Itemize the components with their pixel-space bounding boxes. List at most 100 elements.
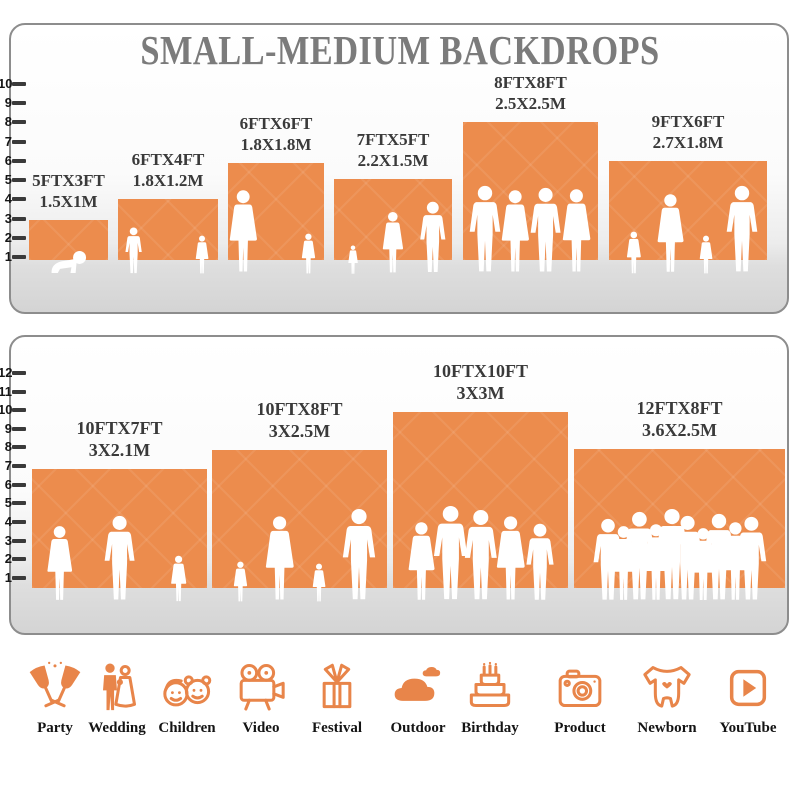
product-icon bbox=[558, 669, 602, 708]
backdrop-size-label: 10FTX7FT 3X2.1M bbox=[32, 417, 207, 461]
person-silhouette bbox=[348, 245, 358, 274]
size-ft-label: 10FTX8FT bbox=[256, 399, 343, 419]
party-icon bbox=[29, 661, 81, 708]
person-silhouette bbox=[736, 516, 767, 600]
size-m-label: 3X2.1M bbox=[88, 440, 151, 460]
backdrop-size-label: 6FTX6FT 1.8X1.8M bbox=[216, 113, 336, 155]
ruler-tick bbox=[12, 464, 26, 469]
person-silhouette bbox=[195, 235, 209, 274]
backdrop-rect-5ftx3ft bbox=[29, 220, 108, 260]
ruler-tick bbox=[12, 576, 26, 580]
category-label: Product bbox=[554, 720, 606, 736]
ruler-number: 9 bbox=[4, 95, 12, 110]
category-children: Children bbox=[141, 660, 233, 737]
person-silhouette bbox=[643, 524, 669, 600]
ruler-number: 12 bbox=[0, 364, 13, 380]
person-silhouette bbox=[233, 561, 247, 602]
size-m-label: 2.5X2.5M bbox=[495, 94, 566, 113]
size-ft-label: 7FTX5FT bbox=[356, 130, 430, 149]
ruler-number: 4 bbox=[4, 191, 12, 207]
backdrop-size-label: 7FTX5FT 2.2X1.5M bbox=[333, 129, 453, 171]
size-m-label: 1.8X1.8M bbox=[240, 135, 312, 154]
ruler-number: 10 bbox=[0, 75, 13, 91]
person-silhouette bbox=[464, 509, 497, 600]
person-silhouette bbox=[313, 563, 326, 602]
person-silhouette bbox=[229, 190, 258, 272]
ruler-tick bbox=[12, 216, 26, 221]
ruler-tick bbox=[12, 408, 26, 413]
category-video: Video bbox=[215, 660, 307, 737]
ruler-tick bbox=[12, 370, 26, 375]
category-label: Children bbox=[158, 720, 216, 736]
category-party: Party bbox=[9, 660, 101, 737]
ruler-number: 8 bbox=[4, 439, 12, 455]
ruler-number: 3 bbox=[4, 532, 12, 548]
ruler-number: 5 bbox=[4, 495, 12, 511]
children-icon bbox=[163, 675, 212, 707]
backdrop-size-label: 6FTX4FT 1.8X1.2M bbox=[108, 149, 228, 191]
ruler-tick bbox=[12, 501, 26, 506]
ruler-number: 8 bbox=[4, 114, 12, 130]
outdoor-icon bbox=[394, 667, 441, 701]
ruler-number: 11 bbox=[0, 383, 12, 399]
category-label: YouTube bbox=[719, 720, 777, 736]
ruler-tick bbox=[12, 158, 26, 163]
ruler-number: 5 bbox=[4, 172, 12, 187]
wedding-icon bbox=[103, 663, 137, 711]
backdrop-size-label: 12FTX8FT 3.6X2.5M bbox=[574, 397, 785, 441]
person-silhouette bbox=[611, 526, 637, 600]
size-m-label: 3.6X2.5M bbox=[642, 420, 717, 440]
size-m-label: 2.7X1.8M bbox=[652, 133, 724, 152]
ruler-tick bbox=[12, 538, 26, 543]
size-ft-label: 8FTX8FT bbox=[494, 73, 567, 92]
ruler-tick bbox=[12, 482, 26, 487]
person-silhouette bbox=[657, 194, 684, 272]
size-m-label: 3X3M bbox=[456, 383, 505, 403]
youtube-icon bbox=[729, 669, 767, 707]
ruler-number: 9 bbox=[4, 420, 12, 436]
person-silhouette bbox=[47, 526, 73, 600]
size-ft-label: 6FTX6FT bbox=[239, 114, 313, 133]
backdrop-size-label: 10FTX8FT 3X2.5M bbox=[212, 398, 387, 442]
size-m-label: 1.8X1.2M bbox=[132, 171, 204, 190]
backdrop-size-label: 9FTX6FT 2.7X1.8M bbox=[609, 111, 767, 153]
category-wedding: Wedding bbox=[71, 660, 163, 737]
newborn-icon bbox=[643, 666, 691, 708]
category-label: Video bbox=[242, 720, 280, 736]
backdrop-size-label: 10FTX10FT 3X3M bbox=[393, 360, 568, 404]
category-outdoor: Outdoor bbox=[372, 660, 464, 737]
ruler-tick bbox=[12, 178, 26, 182]
category-label: Outdoor bbox=[390, 720, 446, 736]
ruler-tick bbox=[12, 255, 26, 259]
person-silhouette bbox=[104, 515, 135, 600]
person-silhouette bbox=[562, 189, 591, 272]
size-ft-label: 5FTX3FT bbox=[32, 171, 105, 190]
person-silhouette bbox=[469, 185, 500, 272]
person-silhouette bbox=[501, 190, 529, 272]
ruler-tick bbox=[12, 445, 26, 450]
baby-silhouette bbox=[51, 250, 87, 274]
ruler-number: 10 bbox=[0, 402, 13, 418]
page-title: SMALL-MEDIUM BACKDROPS bbox=[140, 27, 660, 73]
category-product: Product bbox=[534, 660, 626, 737]
ruler-number: 3 bbox=[4, 210, 12, 226]
ruler-tick bbox=[12, 389, 26, 394]
category-label: Newborn bbox=[637, 720, 697, 736]
backdrop-size-label: 5FTX3FT 1.5X1M bbox=[9, 170, 129, 212]
size-ft-label: 12FTX8FT bbox=[636, 398, 723, 418]
person-silhouette bbox=[171, 555, 187, 602]
size-m-label: 1.5X1M bbox=[39, 192, 98, 211]
category-youtube: YouTube bbox=[702, 660, 794, 737]
category-newborn: Newborn bbox=[621, 660, 713, 737]
ruler-number: 7 bbox=[4, 133, 12, 149]
size-ft-label: 10FTX10FT bbox=[432, 361, 528, 381]
ruler-number: 6 bbox=[4, 476, 12, 492]
person-silhouette bbox=[383, 211, 404, 273]
person-silhouette bbox=[265, 516, 294, 600]
birthday-icon bbox=[469, 661, 511, 708]
person-silhouette bbox=[526, 523, 554, 600]
ruler-tick bbox=[12, 101, 26, 105]
size-m-label: 3X2.5M bbox=[268, 421, 331, 441]
size-ft-label: 6FTX4FT bbox=[131, 150, 205, 169]
backdrop-size-label: 8FTX8FT 2.5X2.5M bbox=[463, 72, 598, 114]
